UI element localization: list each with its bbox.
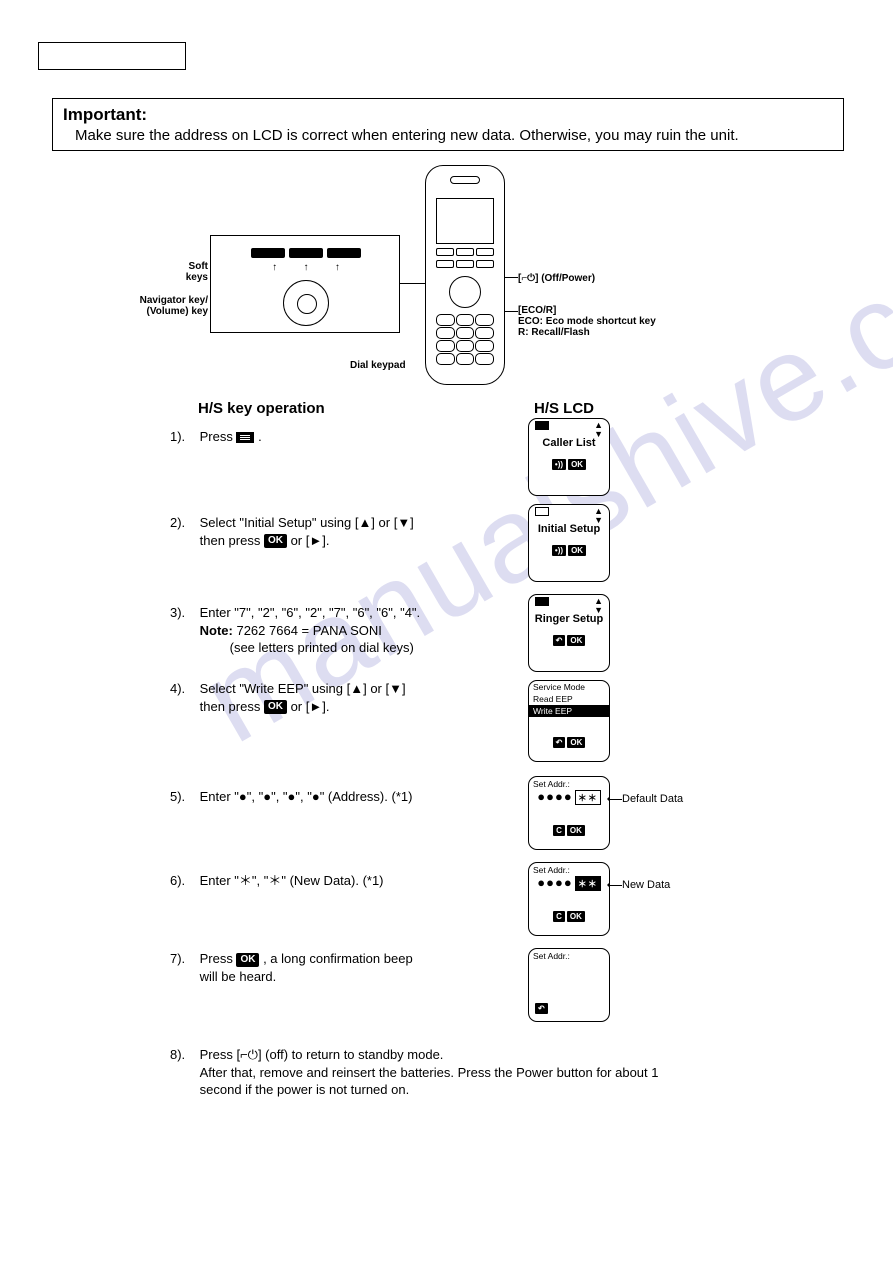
ok-badge-icon: OK [264, 534, 287, 548]
step-1: 1). Press . [170, 428, 520, 446]
empty-header-box [38, 42, 186, 70]
keypad-detail-inset: ↑↑↑ [210, 235, 400, 333]
lcd-initial-setup: ▲▼ Initial Setup •))OK [528, 504, 610, 582]
ok-badge-icon: OK [264, 700, 287, 714]
label-eco-r: [ECO/R] ECO: Eco mode shortcut key R: Re… [518, 305, 656, 338]
step-8: 8). Press [⌐⏻] (off) to return to standb… [170, 1046, 710, 1099]
step-2: 2). Select "Initial Setup" using [▲] or … [170, 514, 520, 549]
menu-icon [236, 432, 254, 443]
heading-lcd: H/S LCD [534, 400, 594, 417]
lcd-set-addr-default: Set Addr.: ●●●●＊＊ COK [528, 776, 610, 850]
ok-badge-icon: OK [236, 953, 259, 967]
label-dial-keypad: Dial keypad [350, 360, 406, 371]
heading-key-operation: H/S key operation [198, 400, 325, 417]
important-text: Make sure the address on LCD is correct … [75, 127, 833, 144]
handset-diagram: ↑↑↑ Soft keys Navigator key/ (Volume) ke… [210, 165, 710, 395]
label-soft-keys: Soft keys [164, 261, 208, 283]
important-title: Important: [63, 105, 833, 125]
lcd-ringer-setup: ▲▼ Ringer Setup ↶OK [528, 594, 610, 672]
label-new-data: New Data [622, 879, 670, 891]
label-navigator-key: Navigator key/ (Volume) key [134, 295, 208, 317]
step-4: 4). Select "Write EEP" using [▲] or [▼] … [170, 680, 520, 715]
step-3: 3). Enter "7", "2", "6", "2", "7", "6", … [170, 604, 520, 657]
lcd-set-addr-blank: Set Addr.: ↶ [528, 948, 610, 1022]
step-5: 5). Enter "●", "●", "●", "●" (Address). … [170, 788, 520, 806]
important-callout: Important: Make sure the address on LCD … [52, 98, 844, 151]
label-default-data: Default Data [622, 793, 683, 805]
lcd-set-addr-new: Set Addr.: ●●●●＊＊ COK [528, 862, 610, 936]
label-off-power: [⌐⏻] (Off/Power) [518, 273, 595, 284]
step-6: 6). Enter "＊", "＊" (New Data). (*1) [170, 872, 520, 890]
lcd-caller-list: ▲▼ Caller List •))OK [528, 418, 610, 496]
lcd-service-mode: Service Mode Read EEP Write EEP ↶OK [528, 680, 610, 762]
handset-outline [425, 165, 505, 385]
step-7: 7). Press OK , a long confirmation beep … [170, 950, 520, 985]
